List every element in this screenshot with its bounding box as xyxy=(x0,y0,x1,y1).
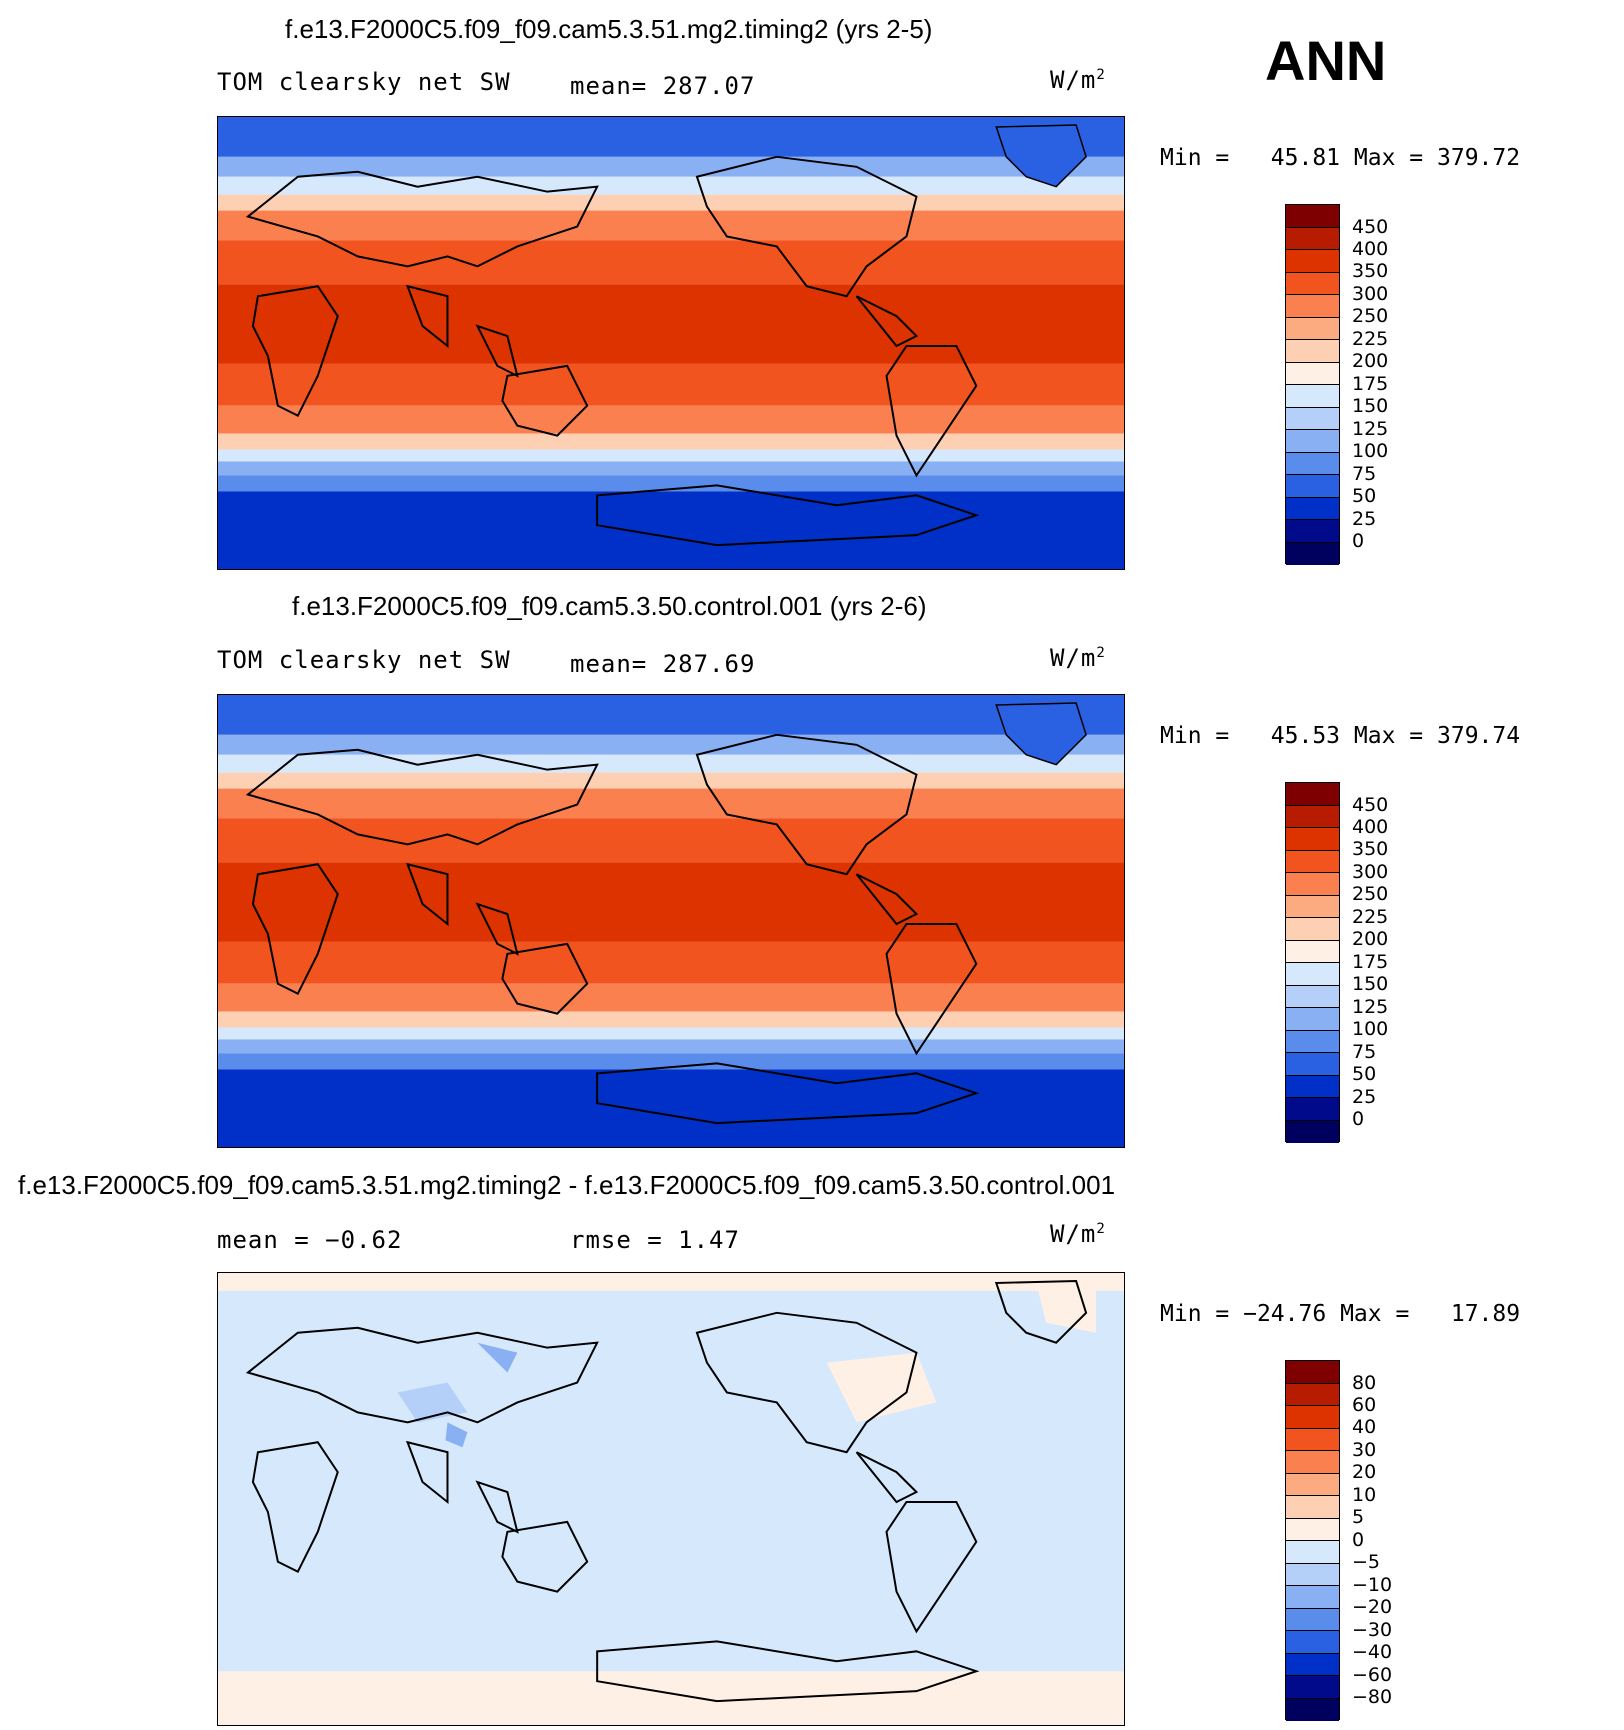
tick: 150 xyxy=(1352,973,1389,995)
min-max-label: Min = 45.81 Max = 379.72 xyxy=(1160,145,1521,171)
tick: −80 xyxy=(1352,1686,1393,1708)
tick: 0 xyxy=(1352,1108,1365,1130)
rmse-label: rmse = 1.47 xyxy=(570,1226,740,1254)
tick: 40 xyxy=(1352,1416,1377,1438)
tick: 350 xyxy=(1352,260,1389,282)
units-label: W/m2 xyxy=(1050,644,1106,672)
tick: 200 xyxy=(1352,928,1389,950)
min-max-label: Min = −24.76 Max = 17.89 xyxy=(1160,1301,1521,1327)
map-field xyxy=(218,117,1124,569)
variable-label: TOM clearsky net SW xyxy=(217,68,511,96)
tick: 400 xyxy=(1352,238,1389,260)
tick: 300 xyxy=(1352,861,1389,883)
tick: 5 xyxy=(1352,1506,1365,1528)
tick: 200 xyxy=(1352,350,1389,372)
colorbar xyxy=(1285,782,1340,1143)
mean-label: mean= 287.69 xyxy=(570,650,756,678)
tick: 20 xyxy=(1352,1461,1377,1483)
tick: 100 xyxy=(1352,1018,1389,1040)
tick: 80 xyxy=(1352,1372,1377,1394)
tick: 30 xyxy=(1352,1439,1377,1461)
tick: 225 xyxy=(1352,328,1389,350)
map-field xyxy=(218,1273,1124,1725)
tick: −40 xyxy=(1352,1641,1393,1663)
colorbar xyxy=(1285,1360,1340,1721)
tick: 350 xyxy=(1352,838,1389,860)
map-field xyxy=(218,695,1124,1147)
tick: 250 xyxy=(1352,305,1389,327)
tick: 60 xyxy=(1352,1394,1377,1416)
tick: 100 xyxy=(1352,440,1389,462)
tick: 150 xyxy=(1352,395,1389,417)
map-test xyxy=(217,116,1125,570)
tick: 50 xyxy=(1352,485,1377,507)
min-max-label: Min = 45.53 Max = 379.74 xyxy=(1160,723,1521,749)
mean-label: mean= 287.07 xyxy=(570,72,756,100)
tick: 0 xyxy=(1352,530,1365,552)
panel-title: f.e13.F2000C5.f09_f09.cam5.3.50.control.… xyxy=(292,591,927,621)
tick: 450 xyxy=(1352,794,1389,816)
tick: −60 xyxy=(1352,1664,1393,1686)
season-label: ANN xyxy=(1265,29,1387,92)
tick: 25 xyxy=(1352,508,1377,530)
panel-title: f.e13.F2000C5.f09_f09.cam5.3.51.mg2.timi… xyxy=(285,14,933,44)
tick: 125 xyxy=(1352,418,1389,440)
tick: −30 xyxy=(1352,1619,1393,1641)
colorbar xyxy=(1285,204,1340,565)
map-difference xyxy=(217,1272,1125,1726)
tick: −10 xyxy=(1352,1574,1393,1596)
units-label: W/m2 xyxy=(1050,66,1106,94)
tick: 400 xyxy=(1352,816,1389,838)
tick: 25 xyxy=(1352,1086,1377,1108)
tick: 50 xyxy=(1352,1063,1377,1085)
mean-label: mean = −0.62 xyxy=(217,1226,403,1254)
tick: 225 xyxy=(1352,906,1389,928)
tick: 300 xyxy=(1352,283,1389,305)
tick: 75 xyxy=(1352,463,1377,485)
tick: 10 xyxy=(1352,1484,1377,1506)
panel-title: f.e13.F2000C5.f09_f09.cam5.3.51.mg2.timi… xyxy=(18,1170,1116,1200)
tick: 125 xyxy=(1352,996,1389,1018)
tick: −20 xyxy=(1352,1596,1393,1618)
units-label: W/m2 xyxy=(1050,1220,1106,1248)
tick: 250 xyxy=(1352,883,1389,905)
variable-label: TOM clearsky net SW xyxy=(217,646,511,674)
tick: 175 xyxy=(1352,373,1389,395)
map-control xyxy=(217,694,1125,1148)
tick: 175 xyxy=(1352,951,1389,973)
tick: −5 xyxy=(1352,1551,1381,1573)
tick: 450 xyxy=(1352,216,1389,238)
tick: 75 xyxy=(1352,1041,1377,1063)
tick: 0 xyxy=(1352,1529,1365,1551)
